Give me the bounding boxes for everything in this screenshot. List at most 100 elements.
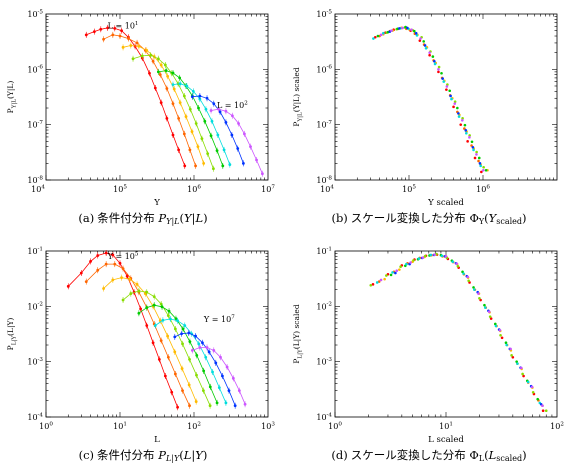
- data-point: [482, 168, 485, 172]
- data-point: [442, 80, 446, 83]
- data-point: [530, 385, 534, 389]
- data-point: [217, 107, 221, 111]
- data-point: [522, 374, 525, 378]
- series-d-0: [371, 253, 545, 412]
- data-point: [419, 37, 422, 40]
- data-point: [225, 365, 229, 369]
- data-point: [526, 380, 530, 384]
- data-point: [214, 361, 218, 365]
- data-point: [181, 327, 185, 331]
- caption-c: (c) 条件付分布 PL|Y(L|Y): [78, 448, 208, 463]
- data-point: [237, 122, 240, 125]
- data-point: [188, 404, 191, 408]
- data-point: [111, 278, 115, 282]
- y-tick-label-c: 10-1: [27, 246, 43, 256]
- data-point: [541, 404, 544, 408]
- data-point: [401, 26, 404, 30]
- data-point: [104, 251, 108, 255]
- data-point: [219, 355, 222, 359]
- data-point: [198, 97, 202, 101]
- data-point: [399, 265, 402, 269]
- data-point: [418, 39, 422, 42]
- data-point: [176, 319, 179, 323]
- data-point: [190, 95, 194, 99]
- y-tick-label-c: 10-2: [27, 302, 43, 312]
- data-point: [212, 167, 215, 171]
- data-point: [135, 282, 139, 286]
- data-point: [224, 109, 228, 113]
- x-tick-label-b: 106: [476, 184, 490, 194]
- series-d-7: [379, 253, 544, 408]
- data-point: [191, 89, 195, 93]
- data-point: [452, 105, 455, 109]
- data-point: [375, 281, 379, 284]
- data-point: [178, 82, 182, 86]
- axis-ticks-b: [334, 14, 557, 181]
- series-line: [68, 252, 178, 408]
- data-point: [445, 88, 448, 91]
- data-point: [391, 271, 394, 274]
- panel-b: 105 106 104 10-8 10-7 10-6 10-5 Y scaled PY|L(Y|…: [286, 0, 572, 237]
- data-point: [410, 28, 413, 32]
- data-point: [201, 341, 204, 345]
- data-point: [478, 296, 481, 300]
- series-line: [172, 83, 231, 165]
- data-point: [125, 274, 129, 278]
- data-point: [209, 109, 213, 112]
- data-point: [215, 149, 219, 152]
- data-point: [208, 404, 212, 408]
- data-point: [202, 161, 206, 165]
- data-point: [166, 74, 170, 78]
- data-point: [129, 44, 133, 47]
- data-point: [118, 34, 122, 38]
- data-point: [128, 277, 132, 281]
- data-point: [428, 51, 431, 54]
- series-b-6: [388, 26, 482, 165]
- data-point: [227, 389, 231, 392]
- data-point: [473, 156, 477, 160]
- series-a-5: [171, 80, 232, 168]
- data-point: [164, 69, 168, 72]
- chart-d: 100 101 102 10-4 10-3 10-2 10-1 L scaled PL|Y(L|…: [292, 246, 564, 445]
- data-point: [455, 262, 459, 265]
- series-c-0: [66, 250, 179, 411]
- data-point: [183, 164, 187, 168]
- series-a-0: [84, 24, 187, 169]
- data-point: [255, 158, 258, 162]
- y-tick-label-a: 10-7: [27, 120, 43, 130]
- data-point: [475, 153, 478, 156]
- data-point: [163, 374, 167, 378]
- data-point: [249, 145, 252, 149]
- data-point: [457, 112, 460, 115]
- data-point: [477, 292, 480, 295]
- data-point: [466, 275, 470, 279]
- data-point: [379, 33, 383, 37]
- data-point: [198, 346, 202, 349]
- series-b-5: [372, 27, 482, 168]
- data-point: [137, 44, 141, 48]
- data-point: [202, 389, 205, 392]
- data-point: [89, 259, 92, 263]
- data-point: [460, 118, 464, 122]
- series-b-3: [385, 26, 485, 169]
- data-point: [437, 68, 440, 71]
- series-b-0: [373, 26, 483, 174]
- series-line: [192, 347, 246, 405]
- data-point: [197, 106, 200, 110]
- data-point: [221, 164, 225, 168]
- data-point: [102, 287, 105, 290]
- series-d-5: [375, 253, 542, 405]
- data-point: [398, 27, 401, 30]
- data-point: [182, 94, 186, 98]
- y-axis-label-a: PY|L(Y|L): [6, 81, 17, 114]
- y-tick-label-b: 10-7: [316, 120, 332, 130]
- y-tick-label-a: 10-6: [27, 65, 43, 75]
- data-point: [174, 317, 178, 321]
- x-tick-label-d: 101: [439, 421, 453, 431]
- data-point: [398, 268, 401, 271]
- series-a-7: [209, 106, 264, 177]
- data-point: [377, 280, 381, 283]
- data-point: [163, 63, 167, 67]
- data-point: [166, 314, 170, 318]
- data-point: [139, 307, 143, 311]
